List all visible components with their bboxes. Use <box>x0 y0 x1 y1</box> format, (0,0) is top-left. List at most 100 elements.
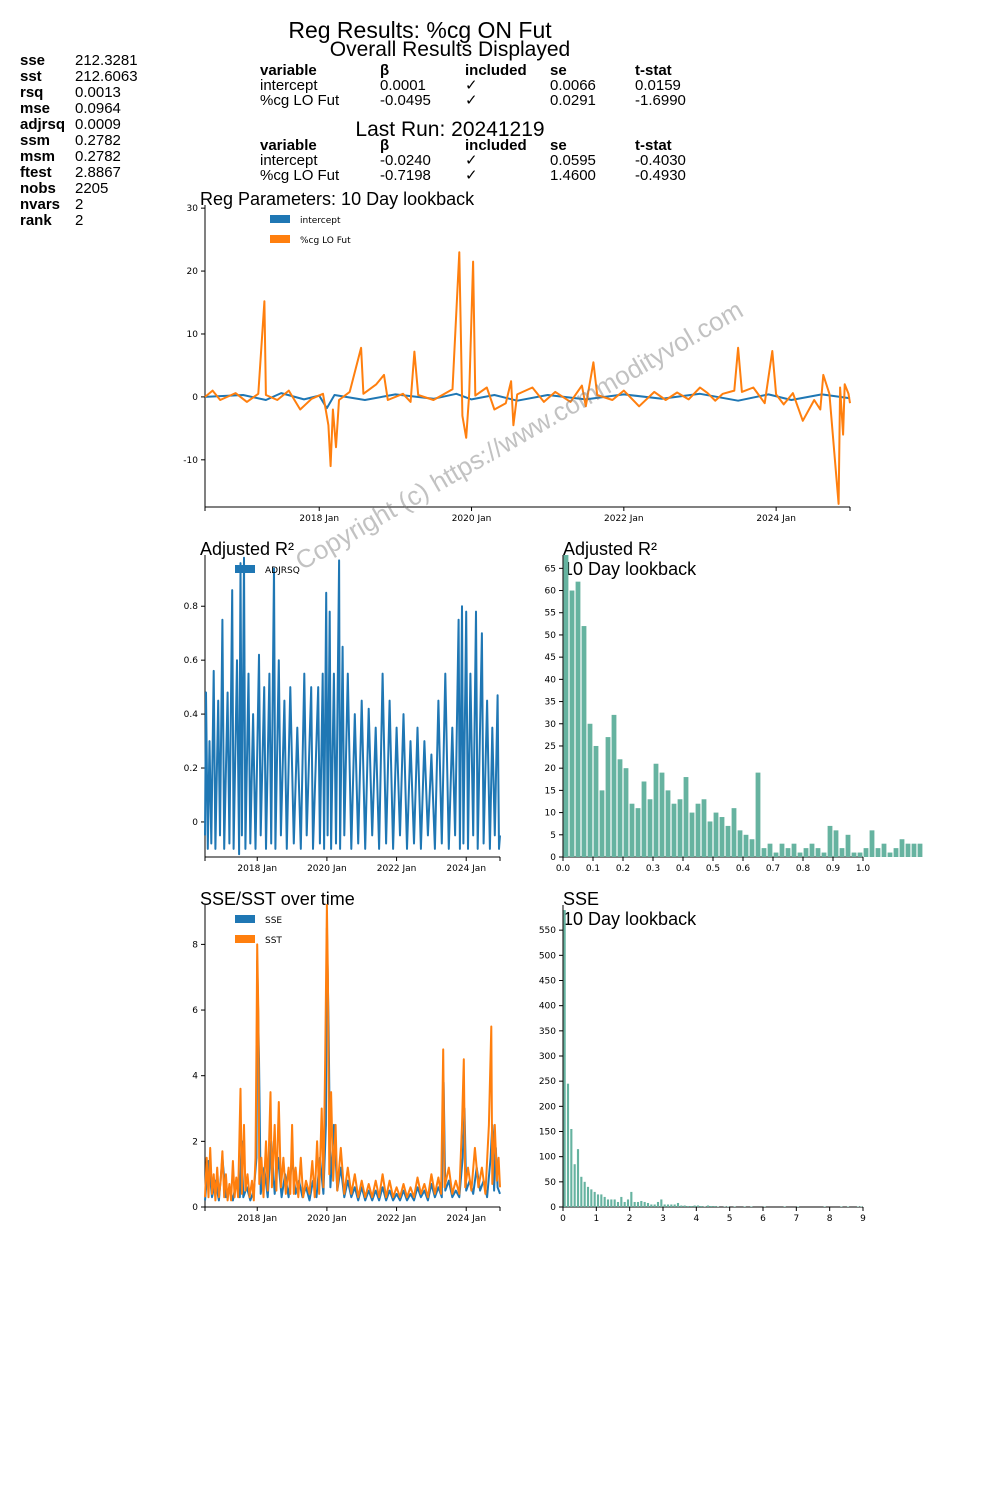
legend-label: SST <box>265 936 282 946</box>
histogram-bar <box>723 1206 726 1207</box>
x-tick-label: 2020 Jan <box>452 514 492 524</box>
histogram-bar <box>605 737 611 857</box>
histogram-bar <box>653 763 659 857</box>
table-row: intercept 0.0001 ✓ 0.0066 0.0159 <box>260 78 720 93</box>
histogram-bar <box>633 1201 636 1207</box>
histogram-bar <box>860 1206 863 1207</box>
stat-row-sse: sse 212.3281 <box>20 53 138 69</box>
summary-stats: sse 212.3281 sst 212.6063 rsq 0.0013 mse 0.0964… <box>20 53 138 229</box>
stat-key: nobs <box>20 180 56 197</box>
y-tick-label: 15 <box>545 786 556 796</box>
cell-tstat: -0.4930 <box>635 167 686 184</box>
x-tick-label: 0.9 <box>826 864 841 874</box>
histogram-bar <box>623 1201 626 1207</box>
histogram-bar <box>670 1204 673 1207</box>
x-tick-label: 0.6 <box>736 864 751 874</box>
col-header-se: se <box>550 62 567 79</box>
histogram-bar <box>701 799 707 857</box>
cell-tstat: -1.6990 <box>635 92 686 109</box>
cell-beta: -0.0240 <box>380 152 431 169</box>
histogram-bar <box>576 1149 580 1207</box>
stat-value: 2 <box>75 212 84 229</box>
legend-swatch <box>270 215 290 223</box>
stat-value: 212.3281 <box>75 52 138 69</box>
stat-key: ssm <box>20 132 51 149</box>
stat-row-rsq: rsq 0.0013 <box>20 85 138 101</box>
histogram-bar <box>851 852 857 857</box>
table-row: %cg LO Fut -0.0495 ✓ 0.0291 -1.6990 <box>260 93 720 108</box>
x-tick-label: 2024 Jan <box>446 1214 486 1224</box>
chart-adjrsq_hist: 0 5 10 15 20 25 30 35 40 45 50 55 60 65 0.0 0.1 0.2 0.3 0.… <box>545 555 923 874</box>
stat-key: rsq <box>20 84 44 101</box>
cell-included: ✓ <box>465 167 478 184</box>
histogram-bar <box>726 1206 730 1207</box>
histogram-bar <box>563 555 569 857</box>
histogram-bar <box>695 803 701 857</box>
y-tick-label: 50 <box>545 631 557 641</box>
page-title: Reg Results: %cg ON Fut <box>288 17 552 43</box>
histogram-bar <box>613 1199 616 1207</box>
stat-key: rank <box>20 212 52 229</box>
x-tick-label: 2018 Jan <box>299 514 339 524</box>
chart-sse_sst_ts: 0 2 4 6 8 2018 Jan 2020 Jan 2022 Jan 2024 Jan SSE… <box>192 904 501 1224</box>
y-tick-label: 0.2 <box>184 764 198 774</box>
histogram-bar <box>593 745 599 857</box>
stat-value: 2.8867 <box>75 164 121 181</box>
histogram-bar <box>610 1199 613 1207</box>
stat-value: 0.0964 <box>75 100 121 117</box>
stat-key: sse <box>20 52 46 69</box>
histogram-bar <box>713 812 719 857</box>
histogram-bar <box>869 830 875 857</box>
histogram-bar <box>696 1205 700 1207</box>
histogram-bar <box>857 852 863 857</box>
cell-variable: %cg LO Fut <box>260 167 340 184</box>
stat-value: 0.0013 <box>75 84 121 101</box>
y-tick-label: 100 <box>539 1153 556 1163</box>
histogram-bar <box>581 626 587 857</box>
histogram-bar <box>767 843 773 857</box>
cell-variable: intercept <box>260 77 318 94</box>
histogram-bar <box>676 1202 680 1207</box>
histogram-bar <box>593 1191 596 1207</box>
histogram-bar <box>713 1205 716 1207</box>
x-tick-label: 2018 Jan <box>237 1214 277 1224</box>
x-tick-label: 2020 Jan <box>307 864 347 874</box>
x-tick-label: 9 <box>860 1214 866 1224</box>
adjrsq-chart-title: Adjusted R² <box>200 539 295 559</box>
stat-key: sst <box>20 68 42 85</box>
histogram-bar <box>611 714 617 857</box>
histogram-bar <box>596 1194 600 1207</box>
histogram-bar <box>666 1204 670 1207</box>
y-tick-label: 65 <box>545 564 556 574</box>
col-header-tstat: t-stat <box>635 62 672 79</box>
stat-row-mse: mse 0.0964 <box>20 101 138 117</box>
cell-beta: 0.0001 <box>380 77 426 94</box>
x-tick-label: 4 <box>693 1214 699 1224</box>
histogram-bar <box>881 843 887 857</box>
cell-included: ✓ <box>465 152 478 169</box>
histogram-bar <box>583 1181 586 1207</box>
histogram-bar <box>846 1206 850 1207</box>
histogram-bar <box>570 1128 573 1207</box>
histogram-bar <box>626 1199 630 1207</box>
cell-se: 0.0595 <box>550 152 596 169</box>
series-line-0 <box>204 927 501 1202</box>
x-tick-label: 2022 Jan <box>377 1214 417 1224</box>
histogram-bar <box>911 843 917 857</box>
histogram-bar <box>840 1206 843 1207</box>
histogram-bar <box>617 759 623 857</box>
stat-row-adjrsq: adjrsq 0.0009 <box>20 117 138 133</box>
histogram-bar <box>636 1201 640 1207</box>
histogram-bar <box>737 830 743 857</box>
histogram-bar <box>641 781 647 857</box>
histogram-bar <box>755 772 761 857</box>
stat-key: adjrsq <box>20 116 66 133</box>
histogram-bar <box>796 1206 800 1207</box>
legend-label: SSE <box>265 916 282 926</box>
col-header-variable: variable <box>260 62 317 79</box>
y-tick-label: 0 <box>192 393 198 403</box>
histogram-bar <box>899 839 905 857</box>
overall-results-title: Overall Results Displayed <box>329 38 571 61</box>
stat-key: nvars <box>20 196 61 213</box>
